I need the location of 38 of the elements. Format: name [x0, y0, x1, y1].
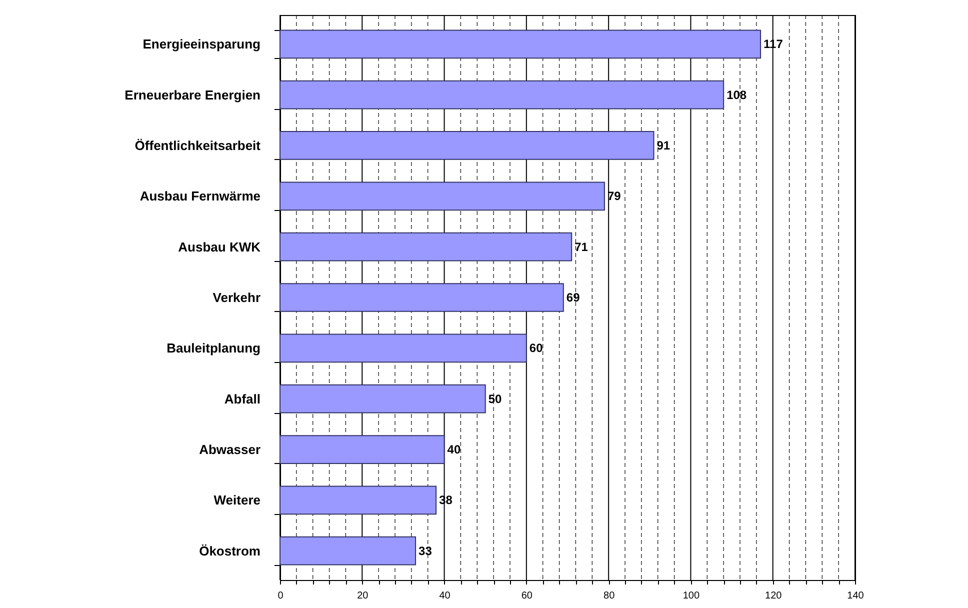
- bar: [280, 131, 654, 160]
- bar: [280, 536, 416, 566]
- bar: [280, 30, 762, 59]
- bar: [280, 232, 572, 262]
- y-tick-label: Weitere: [214, 492, 260, 508]
- bar: [280, 283, 564, 312]
- y-tick-label: Bauleitplanung: [166, 340, 261, 356]
- y-tick-label: Ökostrom: [199, 543, 260, 558]
- data-label: 50: [488, 392, 502, 406]
- y-tick-label: Verkehr: [212, 290, 260, 305]
- data-label: 33: [418, 544, 432, 558]
- data-label: 69: [566, 290, 580, 304]
- x-tick-label: 80: [604, 590, 616, 602]
- x-tick-label: 100: [682, 590, 700, 602]
- data-label: 40: [447, 442, 461, 457]
- data-label: 91: [656, 138, 670, 152]
- x-tick-label: 140: [847, 590, 864, 602]
- x-tick-label: 120: [765, 590, 782, 602]
- y-tick-label: Ausbau KWK: [178, 239, 262, 254]
- y-tick-label: Energieeinsparung: [142, 36, 261, 52]
- y-tick-label: Öffentlichkeitsarbeit: [134, 138, 262, 153]
- y-tick-label: Erneuerbare Energien: [124, 87, 261, 102]
- y-tick-label: Abfall: [224, 391, 260, 406]
- y-tick-label: Abwasser: [199, 442, 260, 458]
- x-tick-label: 0: [278, 590, 284, 602]
- x-tick-label: 20: [357, 590, 369, 602]
- bar: [280, 334, 527, 363]
- x-tick-label: 60: [521, 590, 533, 602]
- data-label: 108: [726, 88, 747, 102]
- bar: [280, 486, 437, 515]
- bar: [280, 80, 724, 110]
- data-label: 71: [574, 240, 588, 254]
- bar: [280, 182, 605, 211]
- bar: [280, 384, 486, 414]
- data-label: 60: [529, 341, 544, 356]
- x-tick-label: 40: [439, 590, 451, 602]
- y-tick-label: Ausbau Fernwärme: [140, 188, 260, 204]
- bar: [280, 435, 445, 464]
